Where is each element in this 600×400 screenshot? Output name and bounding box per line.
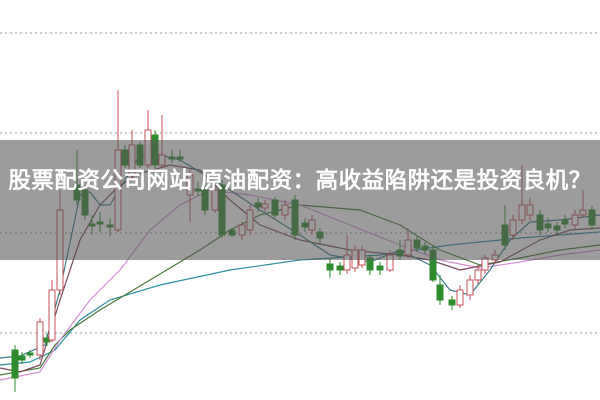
candle-body — [474, 269, 482, 281]
candle-body — [466, 279, 474, 296]
candle-body — [18, 355, 26, 361]
candle-body — [436, 284, 444, 301]
title-overlay-band — [0, 140, 600, 260]
candle-body — [11, 349, 19, 379]
candle-body — [48, 289, 56, 341]
article-title: 股票配资公司网站 原油配资：高收益陷阱还是投资良机？ — [8, 168, 592, 194]
candle-body — [376, 265, 384, 271]
candle-body — [326, 263, 334, 271]
candle-body — [26, 352, 34, 356]
candle-body — [36, 321, 44, 356]
candle-body — [448, 299, 456, 306]
candle-body — [336, 265, 344, 271]
candle-body — [456, 289, 464, 306]
